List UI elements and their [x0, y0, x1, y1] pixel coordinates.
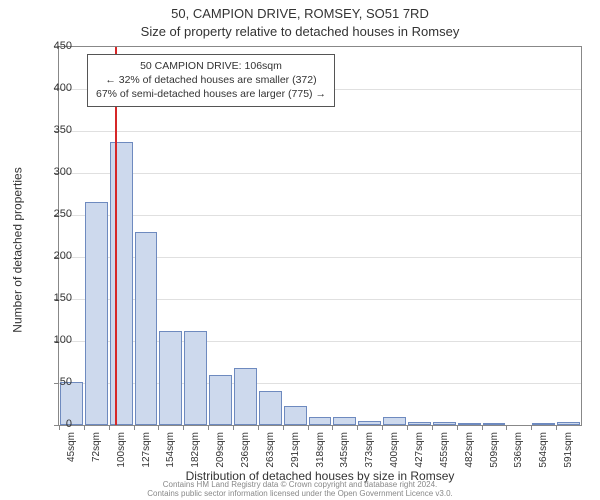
- x-tick: [482, 425, 483, 430]
- bar: [234, 368, 257, 425]
- x-tick: [457, 425, 458, 430]
- x-tick: [158, 425, 159, 430]
- chart-subtitle: Size of property relative to detached ho…: [0, 24, 600, 39]
- y-tick-label: 350: [54, 124, 72, 136]
- callout-line-3: 67% of semi-detached houses are larger (…: [96, 87, 326, 101]
- x-tick-label: 482sqm: [464, 432, 475, 470]
- gridline: [59, 173, 581, 174]
- x-tick: [183, 425, 184, 430]
- y-tick-label: 400: [54, 82, 72, 94]
- bar: [209, 375, 232, 425]
- y-tick-label: 250: [54, 208, 72, 220]
- x-tick: [109, 425, 110, 430]
- plot-area: 50 CAMPION DRIVE: 106sqm← 32% of detache…: [58, 46, 582, 426]
- x-tick: [233, 425, 234, 430]
- x-tick-label: 318sqm: [315, 432, 326, 470]
- x-tick-label: 263sqm: [265, 432, 276, 470]
- x-tick-label: 209sqm: [215, 432, 226, 470]
- x-tick-label: 509sqm: [489, 432, 500, 470]
- x-tick-label: 154sqm: [165, 432, 176, 470]
- bar: [458, 423, 481, 425]
- bar: [159, 331, 182, 425]
- bar: [259, 391, 282, 425]
- bar: [333, 417, 356, 425]
- footer-line-2: Contains public sector information licen…: [147, 489, 453, 498]
- x-tick-label: 564sqm: [538, 432, 549, 470]
- x-tick: [59, 425, 60, 430]
- x-tick-label: 100sqm: [116, 432, 127, 470]
- bar: [557, 422, 580, 425]
- y-axis-title: Number of detached properties: [11, 0, 25, 500]
- x-tick-label: 127sqm: [141, 432, 152, 470]
- x-tick: [258, 425, 259, 430]
- x-tick: [357, 425, 358, 430]
- bar: [408, 422, 431, 425]
- bar: [135, 232, 158, 425]
- x-tick-label: 236sqm: [240, 432, 251, 470]
- x-tick-label: 291sqm: [290, 432, 301, 470]
- x-tick-label: 400sqm: [389, 432, 400, 470]
- x-tick: [332, 425, 333, 430]
- x-tick: [407, 425, 408, 430]
- y-tick-label: 450: [54, 40, 72, 52]
- x-tick: [531, 425, 532, 430]
- x-tick: [556, 425, 557, 430]
- gridline: [59, 131, 581, 132]
- x-tick: [84, 425, 85, 430]
- y-tick: [54, 383, 59, 384]
- x-tick: [208, 425, 209, 430]
- x-tick: [382, 425, 383, 430]
- y-tick-label: 100: [54, 334, 72, 346]
- bar: [309, 417, 332, 425]
- x-tick-label: 427sqm: [414, 432, 425, 470]
- chart-container: 50, CAMPION DRIVE, ROMSEY, SO51 7RD Size…: [0, 0, 600, 500]
- x-tick-label: 345sqm: [339, 432, 350, 470]
- x-tick: [308, 425, 309, 430]
- gridline: [59, 215, 581, 216]
- bar: [284, 406, 307, 425]
- x-tick-label: 536sqm: [513, 432, 524, 470]
- x-tick-label: 182sqm: [190, 432, 201, 470]
- x-tick-label: 455sqm: [439, 432, 450, 470]
- x-tick: [134, 425, 135, 430]
- y-tick-label: 150: [54, 292, 72, 304]
- callout-line-1: 50 CAMPION DRIVE: 106sqm: [96, 59, 326, 73]
- bar: [383, 417, 406, 425]
- bar: [110, 142, 133, 425]
- y-tick-label: 200: [54, 250, 72, 262]
- x-tick-label: 591sqm: [563, 432, 574, 470]
- y-tick-label: 50: [60, 376, 72, 388]
- y-tick-label: 300: [54, 166, 72, 178]
- bar: [85, 202, 108, 425]
- callout-line-2: ← 32% of detached houses are smaller (37…: [96, 73, 326, 87]
- x-tick: [432, 425, 433, 430]
- bar: [532, 423, 555, 425]
- attribution-footer: Contains HM Land Registry data © Crown c…: [0, 481, 600, 499]
- x-tick: [506, 425, 507, 430]
- property-callout: 50 CAMPION DRIVE: 106sqm← 32% of detache…: [87, 54, 335, 107]
- footer-line-1: Contains HM Land Registry data © Crown c…: [163, 480, 438, 489]
- x-tick-label: 373sqm: [364, 432, 375, 470]
- x-tick: [283, 425, 284, 430]
- page-title: 50, CAMPION DRIVE, ROMSEY, SO51 7RD: [0, 6, 600, 21]
- x-tick-label: 72sqm: [91, 432, 102, 470]
- bar: [433, 422, 456, 425]
- x-tick-label: 45sqm: [66, 432, 77, 470]
- bar: [483, 423, 506, 425]
- bar: [358, 421, 381, 425]
- bar: [184, 331, 207, 425]
- y-tick-label: 0: [66, 418, 72, 430]
